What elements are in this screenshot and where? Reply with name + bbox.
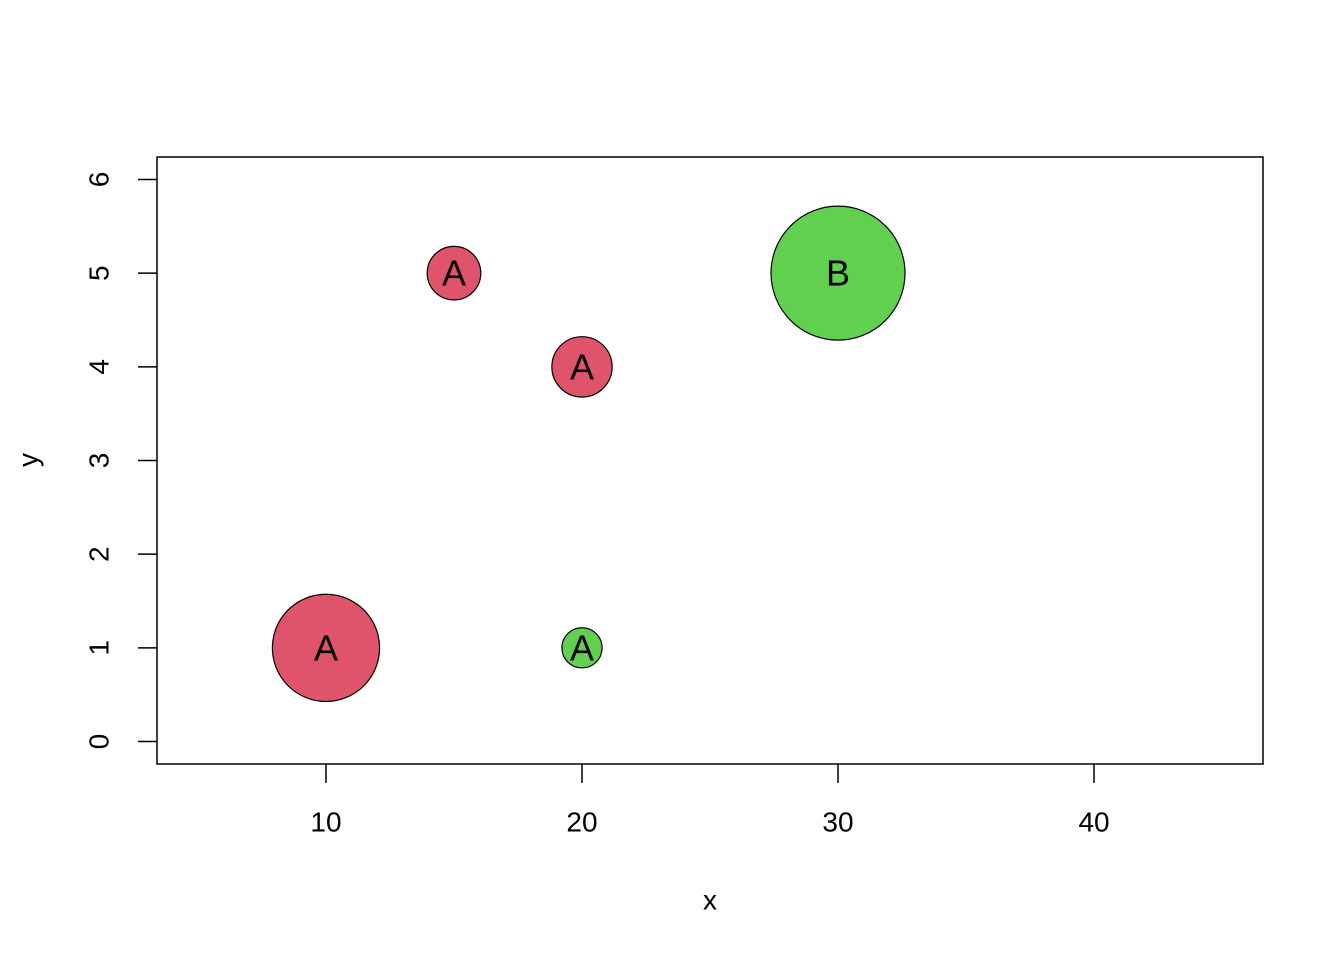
bubble-label: A xyxy=(442,253,466,294)
bubble xyxy=(426,245,482,301)
y-tick-label: 2 xyxy=(83,546,114,562)
y-tick-label: 1 xyxy=(83,640,114,656)
x-tick-label: 20 xyxy=(566,806,597,837)
y-tick-label: 3 xyxy=(83,453,114,469)
x-tick-label: 40 xyxy=(1078,806,1109,837)
y-tick-label: 6 xyxy=(83,172,114,188)
bubble-label: A xyxy=(570,627,594,668)
bubble xyxy=(770,205,906,341)
y-tick-label: 5 xyxy=(83,265,114,281)
bubble xyxy=(551,336,613,398)
y-axis-title: y xyxy=(12,453,43,467)
x-tick-label: 10 xyxy=(310,806,341,837)
x-axis-title: x xyxy=(703,884,717,915)
bubble xyxy=(561,627,603,669)
bubble xyxy=(271,593,381,703)
x-tick-label: 30 xyxy=(822,806,853,837)
bubble-label: A xyxy=(570,346,594,387)
y-tick-label: 4 xyxy=(83,359,114,375)
y-tick-label: 0 xyxy=(83,734,114,750)
bubble-label: B xyxy=(826,253,850,294)
bubble-label: A xyxy=(314,627,338,668)
